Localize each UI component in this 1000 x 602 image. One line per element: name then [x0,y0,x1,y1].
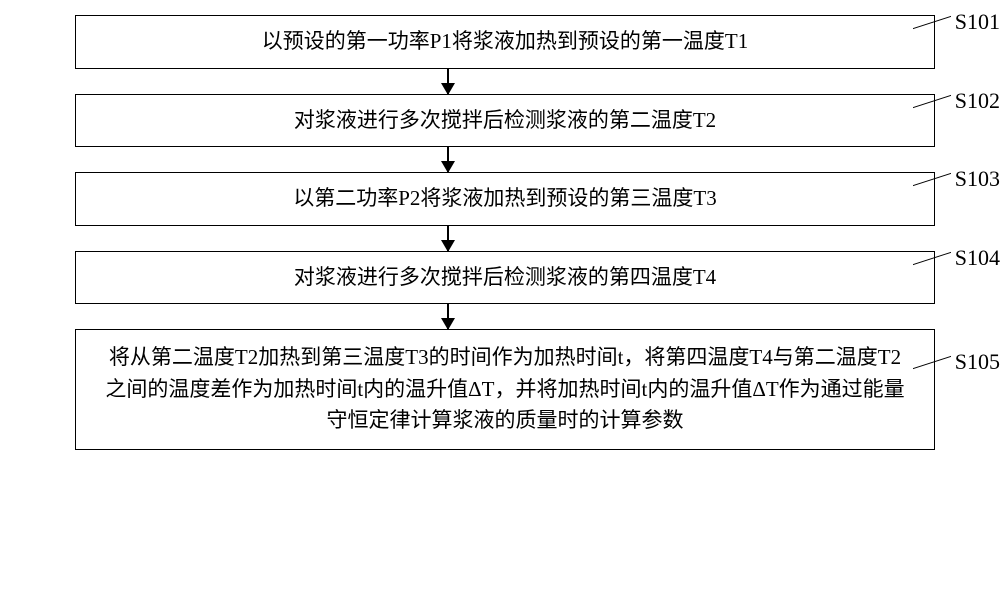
step-box-s105: 将从第二温度T2加热到第三温度T3的时间作为加热时间t，将第四温度T4与第二温度… [75,329,935,450]
label-container-s102: S102 [913,88,1000,114]
step-box-s102: 对浆液进行多次搅拌后检测浆液的第二温度T2 [75,94,935,148]
step-row-4: 对浆液进行多次搅拌后检测浆液的第四温度T4 S104 [0,251,1000,305]
connector-2-3 [447,147,449,172]
step-text-s103: 以第二功率P2将浆液加热到预设的第三温度T3 [293,183,717,215]
step-label-s105: S105 [955,349,1000,375]
connector-1-2 [447,69,449,94]
connector-4-5 [447,304,449,329]
step-row-3: 以第二功率P2将浆液加热到预设的第三温度T3 S103 [0,172,1000,226]
step-box-s103: 以第二功率P2将浆液加热到预设的第三温度T3 [75,172,935,226]
label-container-s101: S101 [913,9,1000,35]
flowchart-container: 以预设的第一功率P1将浆液加热到预设的第一温度T1 S101 对浆液进行多次搅拌… [0,15,1000,450]
step-label-s102: S102 [955,88,1000,114]
step-label-s104: S104 [955,245,1000,271]
step-text-s105: 将从第二温度T2加热到第三温度T3的时间作为加热时间t，将第四温度T4与第二温度… [100,342,910,437]
label-container-s105: S105 [913,349,1000,375]
step-box-s104: 对浆液进行多次搅拌后检测浆液的第四温度T4 [75,251,935,305]
step-text-s101: 以预设的第一功率P1将浆液加热到预设的第一温度T1 [262,26,749,58]
connector-3-4 [447,226,449,251]
step-row-5: 将从第二温度T2加热到第三温度T3的时间作为加热时间t，将第四温度T4与第二温度… [0,329,1000,450]
step-label-s101: S101 [955,9,1000,35]
label-container-s103: S103 [913,166,1000,192]
step-box-s101: 以预设的第一功率P1将浆液加热到预设的第一温度T1 [75,15,935,69]
step-row-2: 对浆液进行多次搅拌后检测浆液的第二温度T2 S102 [0,94,1000,148]
step-label-s103: S103 [955,166,1000,192]
label-container-s104: S104 [913,245,1000,271]
step-row-1: 以预设的第一功率P1将浆液加热到预设的第一温度T1 S101 [0,15,1000,69]
step-text-s102: 对浆液进行多次搅拌后检测浆液的第二温度T2 [294,105,716,137]
step-text-s104: 对浆液进行多次搅拌后检测浆液的第四温度T4 [294,262,716,294]
